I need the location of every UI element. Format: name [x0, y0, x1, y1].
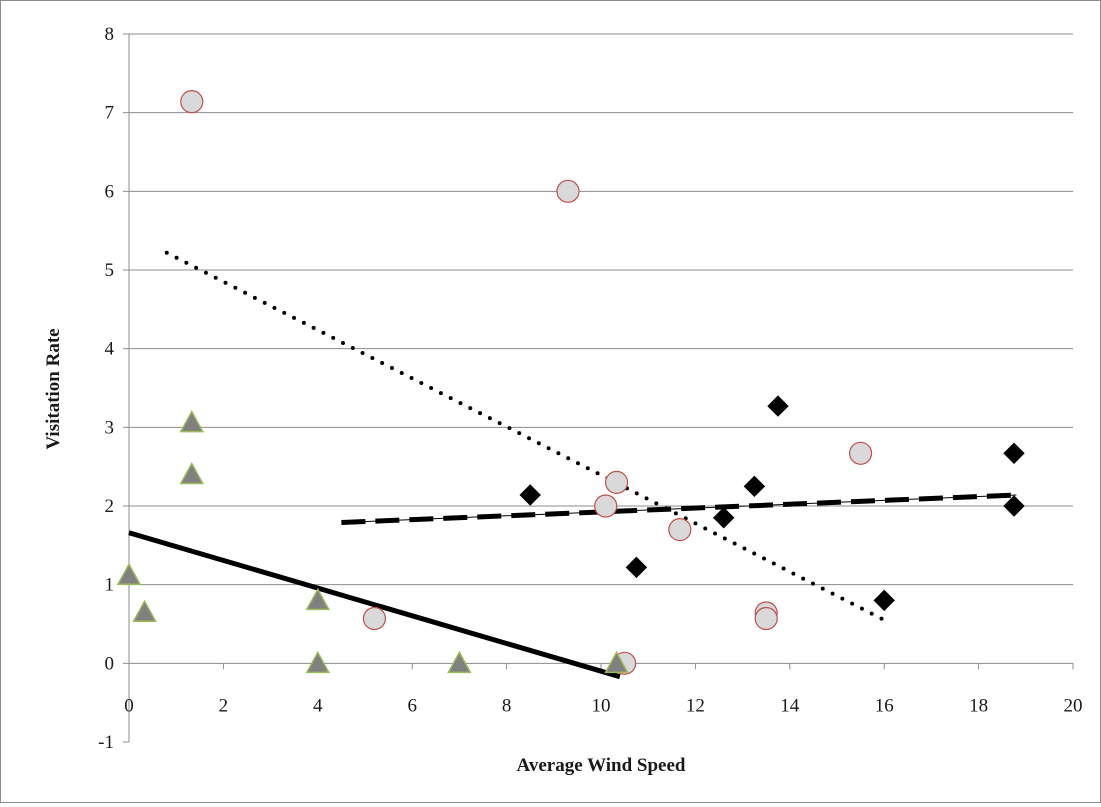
x-axis-title: Average Wind Speed — [517, 755, 686, 776]
x-tick-label: 10 — [592, 695, 611, 716]
axes — [123, 33, 1074, 743]
x-tick-label: 0 — [124, 695, 134, 716]
y-tick-label: 1 — [105, 575, 115, 596]
x-tick-label: 12 — [686, 695, 705, 716]
diamond-point — [625, 556, 648, 579]
x-tick-label: 20 — [1064, 695, 1083, 716]
x-tick-label: 14 — [780, 695, 800, 716]
circle-point — [362, 606, 387, 631]
y-tick-label: 2 — [105, 496, 115, 517]
triangle-point — [132, 599, 157, 622]
diamond-point — [767, 395, 789, 417]
x-tick-label: 8 — [502, 695, 512, 716]
y-tick-label: 3 — [105, 417, 115, 438]
y-tick-label: 4 — [105, 339, 115, 360]
y-tick-label: 0 — [105, 653, 115, 674]
triangle-point — [179, 410, 205, 433]
y-tick-labels: -1 0 1 2 3 4 5 6 7 8 — [98, 24, 114, 753]
x-tick-label: 4 — [313, 695, 323, 716]
y-tick-label: -1 — [98, 732, 114, 753]
y-tick-label: 8 — [105, 24, 115, 45]
triangle-point — [604, 650, 629, 674]
y-tick-label: 6 — [105, 181, 115, 202]
circle-point — [556, 179, 580, 203]
triangle-point — [179, 461, 205, 485]
diamond-point — [1003, 442, 1025, 465]
x-tick-label: 6 — [407, 695, 417, 716]
trendline-solid — [128, 530, 621, 680]
triangle-point — [305, 650, 331, 674]
data-points — [116, 90, 1025, 675]
circle-point — [180, 90, 204, 114]
circle-point — [604, 470, 629, 494]
y-tick-label: 7 — [105, 103, 115, 124]
y-axis-title: Visitation Rate — [43, 328, 64, 449]
y-tick-label: 5 — [105, 260, 115, 281]
circle-point — [594, 494, 618, 518]
x-tick-labels: 0 2 4 6 8 10 12 14 16 18 20 — [124, 695, 1082, 716]
trendlines — [128, 250, 1017, 680]
diamond-point — [519, 484, 541, 506]
triangle-point — [116, 562, 142, 585]
trendline-dotted — [164, 250, 887, 623]
trendline-dashed — [341, 492, 1017, 526]
x-tick-label: 2 — [219, 695, 229, 716]
x-tick-label: 16 — [875, 695, 894, 716]
x-tick-label: 18 — [969, 695, 988, 716]
diamond-point — [873, 589, 895, 612]
gridlines — [129, 33, 1073, 586]
diamond-point — [713, 507, 735, 529]
circle-point — [754, 606, 778, 631]
triangle-point — [305, 587, 331, 611]
circle-point — [848, 441, 873, 465]
triangle-point — [447, 650, 472, 674]
diamond-point — [1003, 495, 1025, 517]
diamond-point — [743, 475, 766, 498]
circle-point — [668, 517, 692, 542]
